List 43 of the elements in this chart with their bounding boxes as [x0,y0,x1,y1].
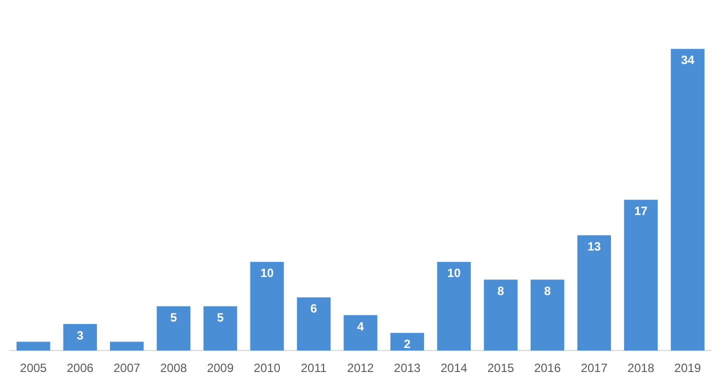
x-tick-label: 2013 [394,361,421,376]
x-tick-label: 2012 [347,361,374,376]
data-label: 5 [216,310,224,325]
bar [390,332,424,351]
x-tick-label: 2017 [580,361,608,376]
x-tick-label: 2007 [113,361,141,376]
data-label: 8 [497,284,504,298]
bar [577,235,611,351]
bar [110,342,144,351]
data-label: 34 [680,53,695,68]
x-tick-label: 2010 [254,361,281,376]
bar [670,48,704,351]
data-label: 2 [404,337,411,352]
x-tick-label: 2014 [440,361,468,376]
x-tick-label: 2019 [674,361,702,376]
bar [296,297,331,351]
x-tick-label: 2006 [66,361,94,376]
data-label: 17 [634,204,648,218]
data-label: 3 [76,328,84,342]
data-label: 6 [310,302,318,316]
bar [437,262,471,351]
bar [156,306,190,351]
x-tick-label: 2008 [160,361,188,376]
data-label: 8 [544,284,552,298]
data-label: 10 [447,266,461,280]
bar [624,200,658,351]
x-tick-label: 2011 [300,361,327,376]
x-tick-label: 2016 [534,361,562,376]
data-label: 4 [357,319,364,334]
bar [530,280,564,351]
bar [344,315,378,351]
data-label: 13 [587,240,602,254]
data-label: 5 [170,310,178,325]
bar [484,280,518,351]
bar [16,342,50,351]
bar [250,262,284,351]
data-label: 10 [260,266,274,280]
x-tick-label: 2005 [20,361,48,376]
x-tick-label: 2009 [206,361,234,376]
x-tick-label: 2015 [487,361,514,376]
x-tick-label: 2018 [628,361,655,376]
bar [203,306,238,351]
bar [63,324,97,351]
